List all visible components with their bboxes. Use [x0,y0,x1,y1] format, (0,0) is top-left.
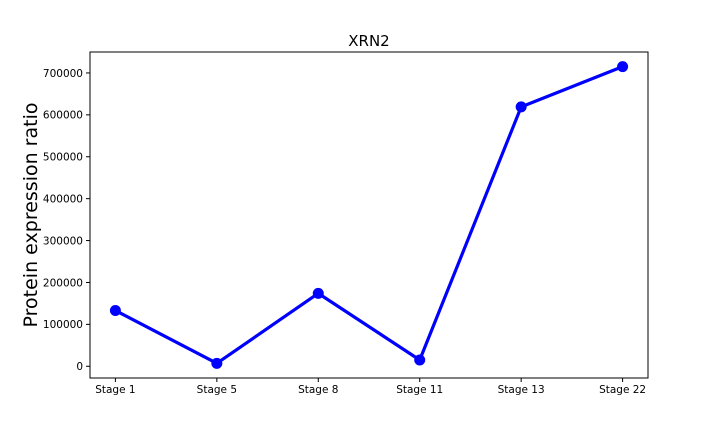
y-tick-label: 700000 [43,68,83,80]
x-tick-label: Stage 8 [298,384,338,396]
x-tick-label: Stage 11 [396,384,443,396]
series-layer [109,61,629,369]
y-tick-label: 100000 [43,319,83,331]
ticks-layer: 0 100000 200000 300000 400000 500000 600000 700… [43,68,646,396]
x-tick-label: Stage 22 [599,384,646,396]
data-point [414,354,426,366]
data-point [312,287,324,299]
data-point [617,61,629,73]
data-point [211,357,223,369]
x-tick-label: Stage 1 [95,384,135,396]
y-axis-label: Protein expression ratio [20,103,42,328]
y-tick-label: 0 [76,361,83,373]
series-line [113,65,625,365]
y-tick-label: 200000 [43,277,83,289]
y-tick-label: 500000 [43,152,83,164]
y-tick-label: 400000 [43,193,83,205]
plot-frame [89,51,649,379]
y-tick-label: 300000 [43,235,83,247]
y-tick-label: 600000 [43,110,83,122]
data-point [109,305,121,317]
x-tick-label: Stage 5 [197,384,237,396]
x-tick-label: Stage 13 [498,384,545,396]
data-point [515,101,527,113]
chart-title: XRN2 [348,32,389,50]
